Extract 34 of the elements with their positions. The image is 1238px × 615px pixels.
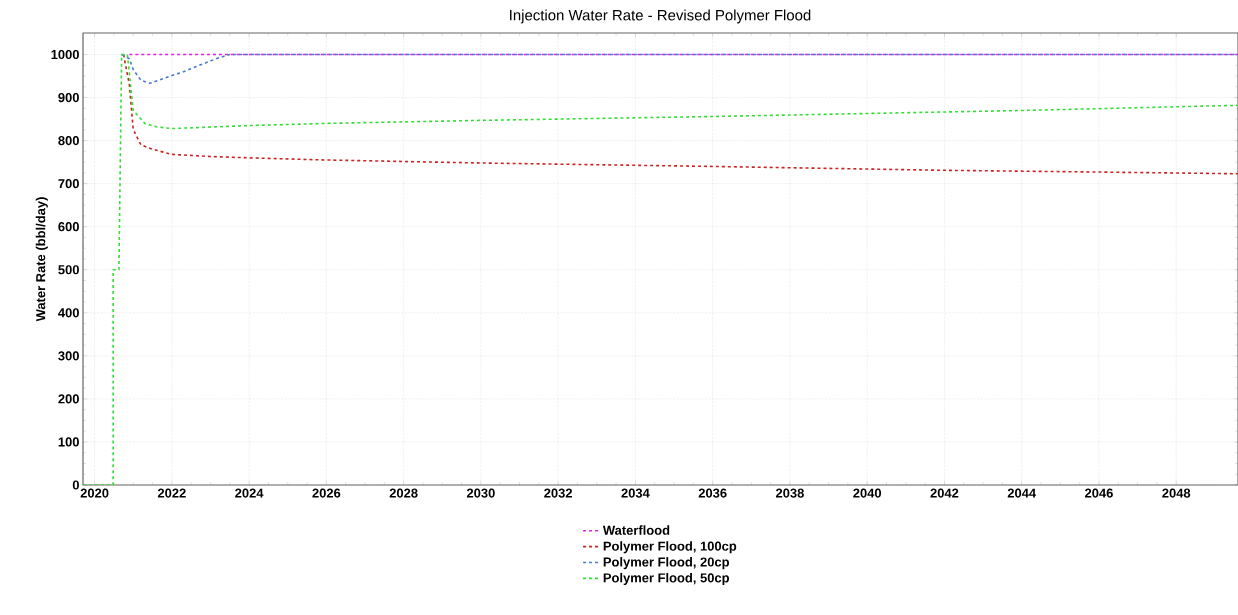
x-tick-label: 2020 (80, 488, 109, 498)
line-series (122, 53, 1238, 175)
y-tick-label: 500 (58, 265, 79, 275)
legend-label: Polymer Flood, 20cp (603, 557, 730, 570)
legend-label: Waterflood (602, 525, 670, 535)
legend-label: Polymer Flood, 50cp (603, 572, 730, 586)
x-tick-label: 2022 (157, 488, 186, 498)
x-tick-label: 2046 (1085, 488, 1113, 498)
legend-label: Polymer Flood, 100cp (603, 541, 737, 554)
x-tick-label: 2024 (235, 488, 264, 498)
y-axis-title: Water Rate (bbl/day) (35, 197, 48, 322)
x-tick-label: 2030 (466, 488, 495, 498)
x-tick-label: 2032 (544, 488, 573, 498)
x-tick-label: 2038 (775, 488, 804, 498)
y-tick-label: 200 (58, 394, 79, 404)
y-tick-label: 700 (58, 179, 79, 189)
x-tick-label: 2048 (1162, 488, 1191, 498)
y-tick-label: 0 (72, 480, 79, 490)
x-tick-label: 2028 (389, 488, 418, 498)
x-tick-label: 2026 (312, 488, 341, 498)
x-tick-label: 2036 (698, 488, 727, 498)
x-tick-label: 2042 (930, 488, 959, 498)
line-series (120, 53, 1238, 85)
y-tick-label: 100 (58, 437, 79, 447)
chart-title: Injection Water Rate - Revised Polymer Flood (510, 9, 811, 24)
x-tick-label: 2040 (853, 488, 882, 498)
y-tick-label: 600 (58, 222, 79, 232)
x-tick-label: 2034 (621, 488, 650, 498)
x-tick-label: 2044 (1007, 488, 1037, 498)
y-tick-label: 400 (58, 308, 79, 318)
y-tick-label: 900 (58, 92, 79, 103)
y-tick-label: 300 (58, 351, 79, 361)
y-tick-label: 800 (58, 136, 79, 146)
y-tick-label: 1000 (51, 49, 79, 60)
